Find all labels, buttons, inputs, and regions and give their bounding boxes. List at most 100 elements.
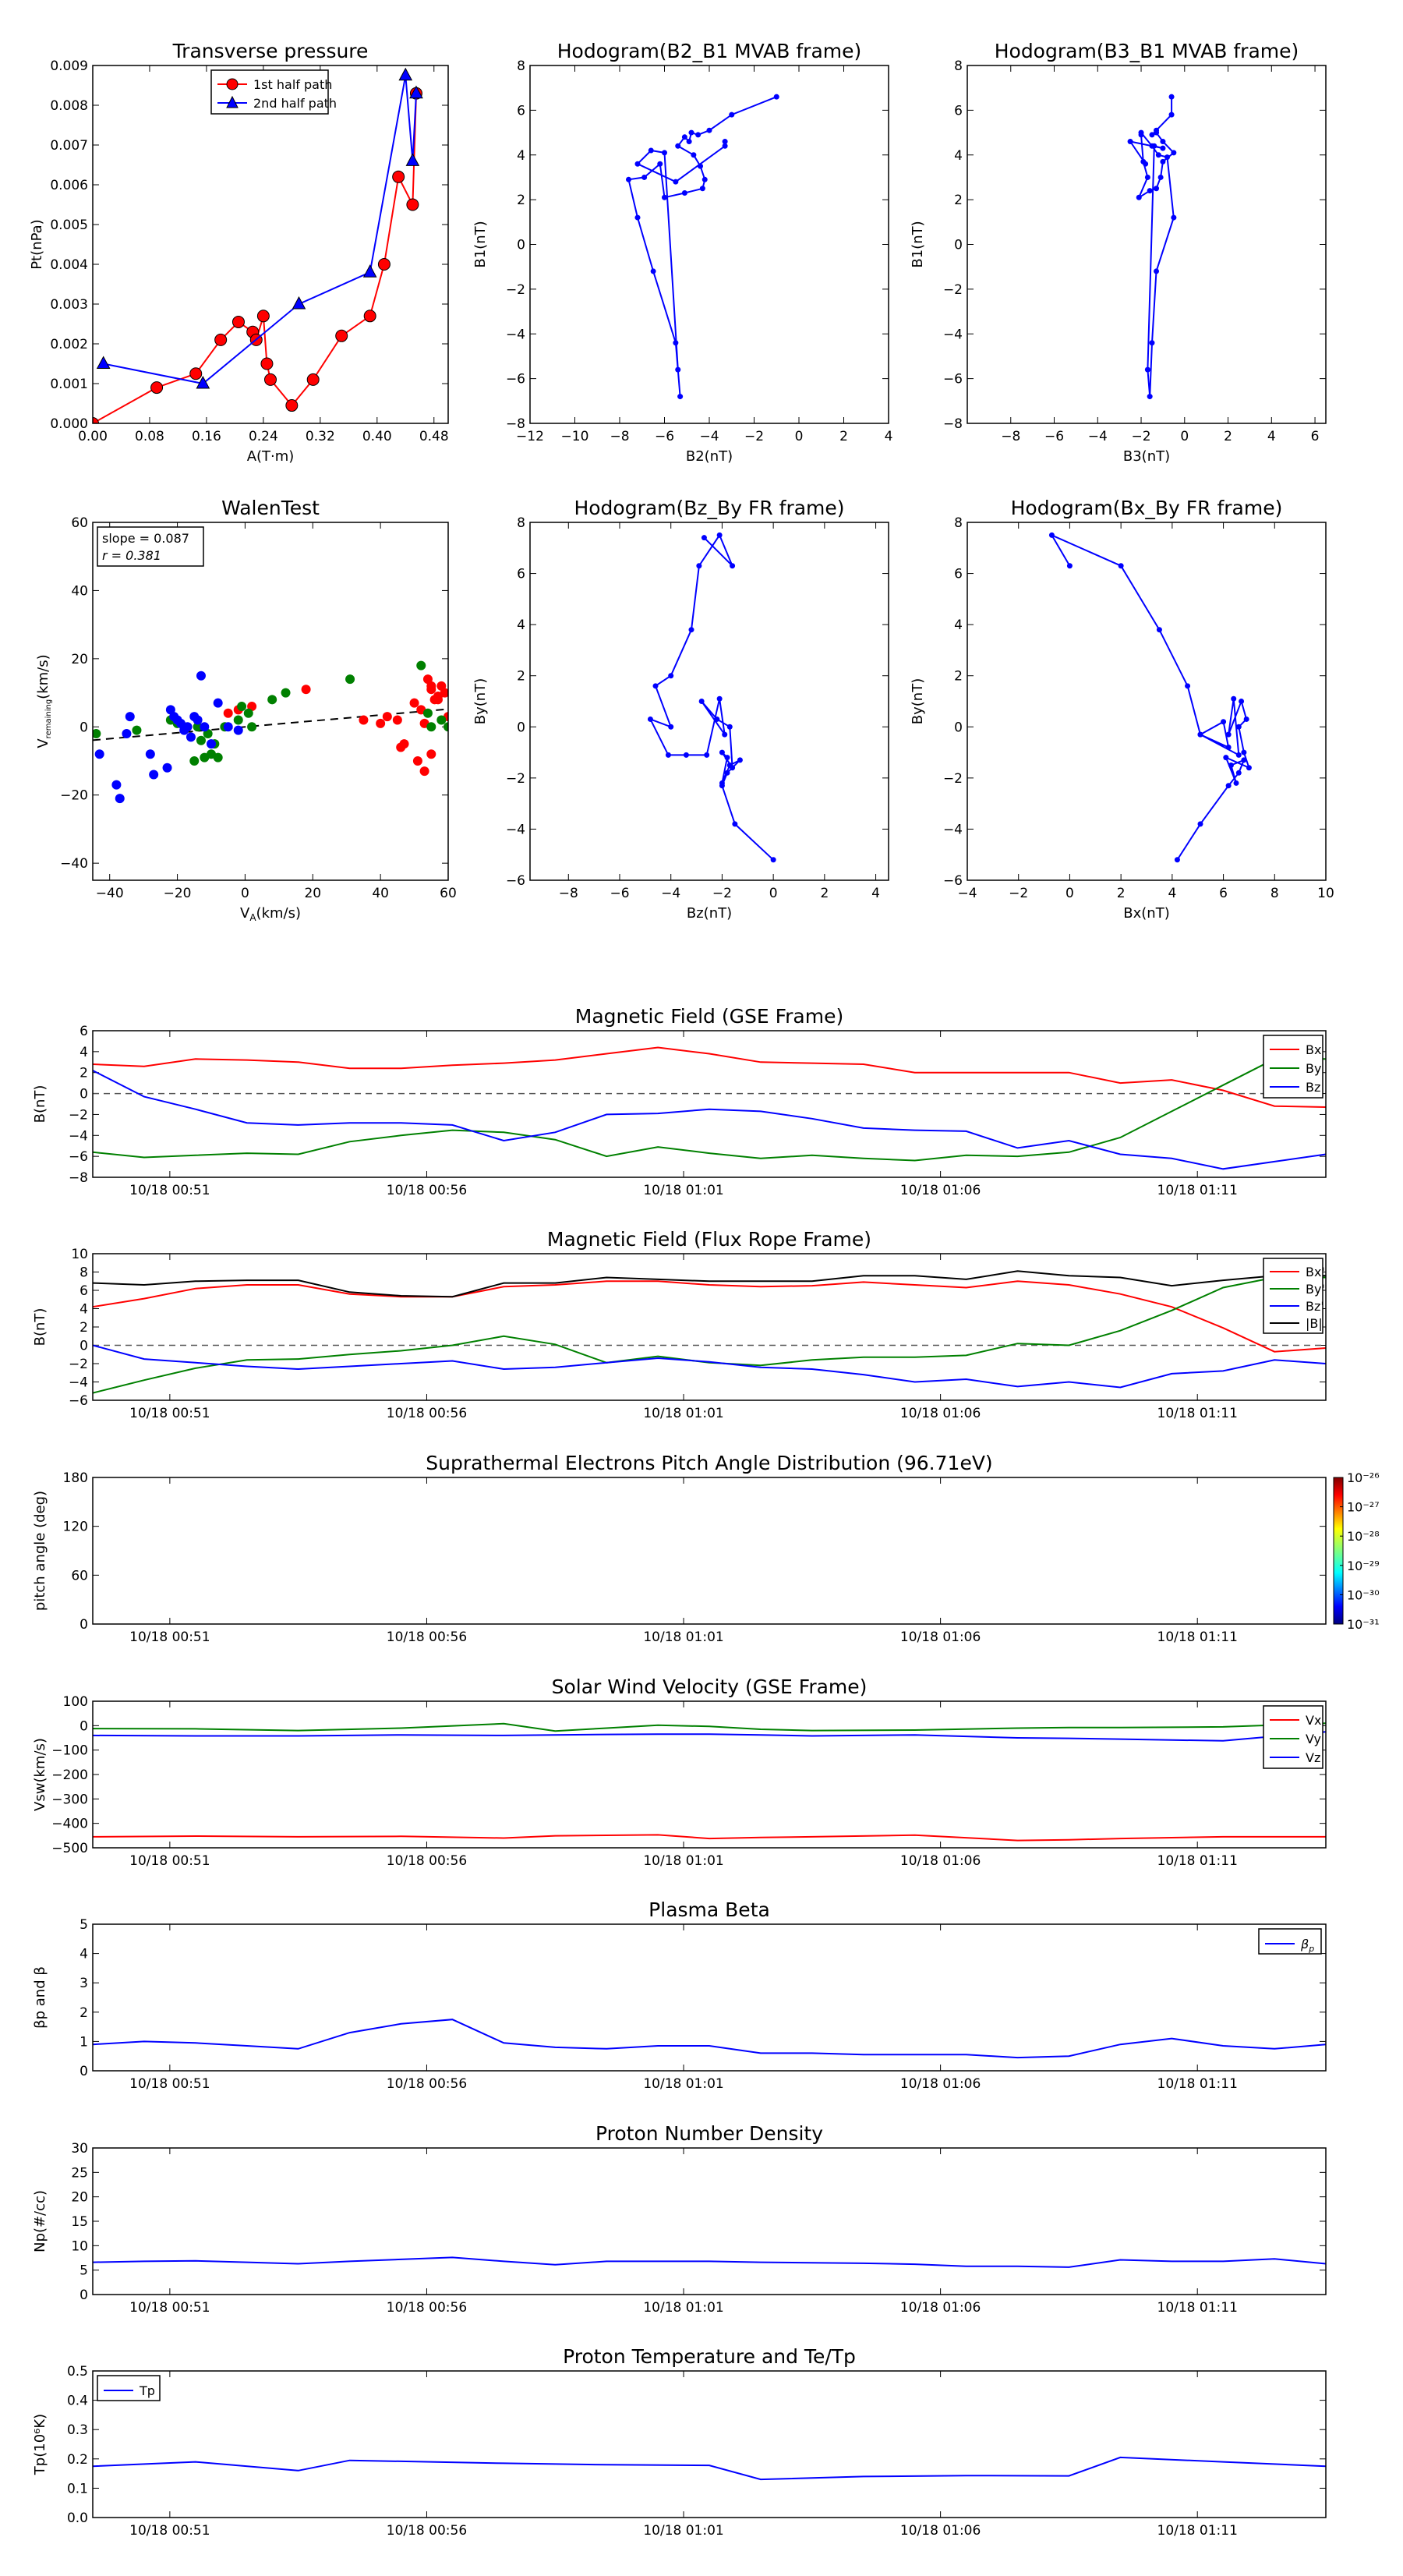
data-point: [398, 67, 413, 81]
series-bz-: [93, 1344, 1326, 1389]
colorbar-label: 10⁻²⁸: [1347, 1529, 1380, 1544]
x-tick-label: −2: [1009, 886, 1028, 901]
data-point: [1160, 139, 1166, 145]
panel-h4: Hodogram(Bx_By FR frame)−4 −2 0 2 4 6 8 10−6−4−…: [910, 497, 1334, 922]
x-tick-label: −4: [1088, 429, 1108, 444]
y-tick-label: 30: [71, 2141, 88, 2157]
chart-title: Hodogram(B3_B1 MVAB frame): [995, 40, 1299, 62]
series-by-vs-bx: [1048, 532, 1252, 863]
series-line: [1128, 97, 1175, 397]
data-point: [1233, 780, 1239, 786]
x-tick-label: −6: [655, 429, 674, 444]
y-tick-label: 4: [80, 1045, 88, 1060]
data-point: [1155, 152, 1161, 158]
data-point: [662, 150, 667, 156]
data-point: [196, 375, 210, 389]
legend-label: Vy: [1306, 1732, 1321, 1746]
x-tick-label: 10/18 00:51: [129, 1629, 210, 1645]
annotation-frame: [97, 526, 204, 567]
data-point: [688, 129, 694, 136]
axes-frame: [529, 522, 889, 881]
legend-marker: [226, 78, 239, 90]
data-point: [223, 708, 233, 718]
panel-h1: Hodogram(B2_B1 MVAB frame) −12 −10 −8 −6 −4 −2…: [472, 40, 892, 465]
y-tick-label: 2: [80, 1066, 88, 1081]
x-tick-label: −2: [712, 886, 732, 901]
x-axis-label: Bz(nT): [687, 905, 732, 922]
y-tick-label: 0.008: [50, 98, 88, 114]
series-line: [93, 1731, 1326, 1742]
data-point: [688, 627, 694, 633]
y-tick-label: 20: [71, 2190, 88, 2206]
data-point: [1228, 762, 1234, 768]
plot-area: [1048, 532, 1252, 863]
data-point: [382, 712, 392, 722]
data-point: [1239, 699, 1245, 704]
x-tick-label: −2: [1131, 429, 1150, 444]
series-line: [93, 1070, 1326, 1170]
data-point: [722, 731, 728, 738]
y-tick-label: 4: [517, 148, 525, 164]
legend-label: Bz: [1306, 1080, 1320, 1095]
data-point: [196, 671, 206, 681]
data-point: [1154, 268, 1160, 274]
panel-pad: Suprathermal Electrons Pitch Angle Distr…: [32, 1452, 1380, 1645]
panel-walen: WalenTest −40 −20 0 20 40 60 −40 −20 0 20 40 60 VA(km…: [35, 497, 457, 923]
data-point: [426, 749, 436, 759]
legend-item: |B|: [1270, 1316, 1323, 1331]
y-tick-label: 10: [71, 2238, 88, 2254]
y-tick-label: −8: [506, 416, 525, 432]
y-tick-label: 0.5: [67, 2364, 88, 2380]
series-line: [93, 1722, 1326, 1732]
data-point: [1066, 563, 1073, 569]
legend-label: Vx: [1306, 1713, 1321, 1728]
data-point: [675, 143, 681, 149]
data-point: [714, 716, 720, 722]
y-tick-label: 0: [517, 720, 525, 735]
axes-frame: [92, 65, 449, 424]
panel-vsw: Solar Wind Velocity (GSE Frame) 10/18 00:…: [32, 1675, 1327, 1869]
data-point: [1147, 188, 1153, 194]
data-point: [1197, 821, 1203, 827]
data-point: [111, 780, 122, 790]
data-point: [1164, 154, 1170, 161]
y-axis-label: pitch angle (deg): [32, 1491, 48, 1611]
y-tick-label: 4: [80, 1947, 88, 1962]
data-point: [264, 373, 277, 386]
x-tick-label: 4: [1168, 886, 1176, 901]
data-point: [247, 722, 257, 732]
x-tick-label: −6: [610, 886, 629, 901]
data-point: [729, 111, 735, 118]
series-line: [627, 96, 777, 397]
y-tick-label: 0: [80, 2064, 88, 2079]
y-tick-label: −2: [69, 1107, 88, 1123]
x-tick-label: 10/18 00:56: [387, 2076, 467, 2092]
data-point: [770, 857, 776, 863]
x-tick-label: 10/18 00:56: [387, 1629, 467, 1645]
y-tick-label: −2: [506, 771, 525, 787]
y-tick-label: 4: [517, 617, 525, 633]
data-point: [668, 724, 674, 730]
data-point: [1171, 214, 1177, 221]
y-tick-label: −300: [51, 1792, 88, 1807]
y-tick-label: −4: [506, 822, 525, 837]
data-point: [207, 739, 216, 749]
data-point: [1149, 340, 1155, 346]
x-tick-label: 10/18 01:11: [1157, 2523, 1238, 2539]
y-tick-label: 0: [80, 1617, 88, 1633]
data-point: [416, 660, 426, 671]
data-point: [1168, 111, 1175, 118]
y-tick-label: 4: [954, 148, 963, 164]
chart-title: Suprathermal Electrons Pitch Angle Distr…: [426, 1452, 992, 1474]
plot-area: [93, 1722, 1326, 1842]
data-point: [1241, 749, 1247, 755]
data-point: [1160, 145, 1166, 151]
legend: Bx By Bz: [1263, 1035, 1323, 1099]
x-tick-label: 10/18 01:01: [643, 2523, 723, 2539]
data-point: [1154, 129, 1160, 136]
y-tick-label: 20: [71, 652, 88, 667]
x-tick-label: 10: [1317, 886, 1334, 901]
data-point: [1160, 158, 1166, 165]
